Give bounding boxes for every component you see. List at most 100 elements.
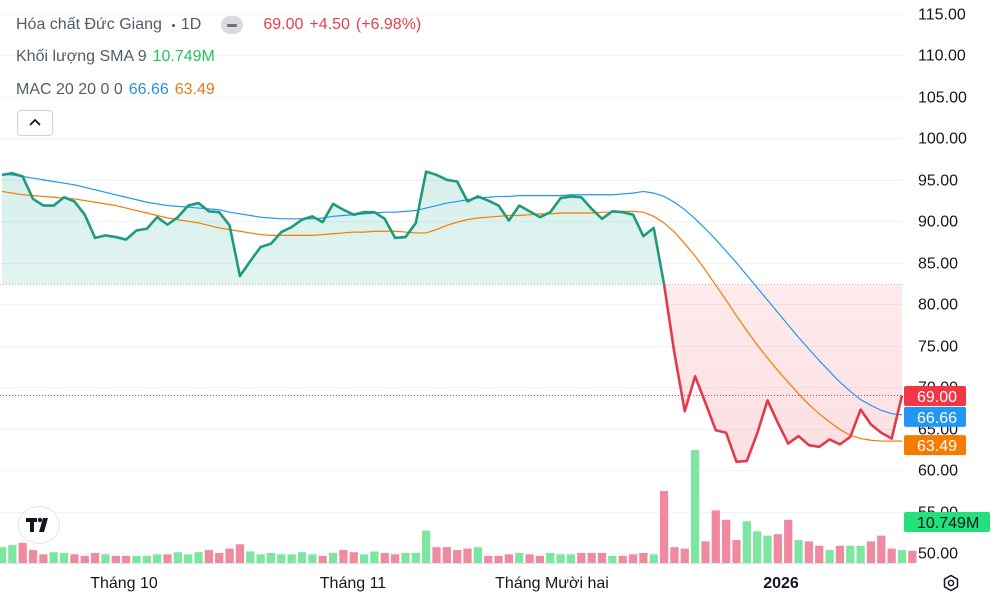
- volume-bar: [618, 555, 627, 563]
- y-tick-label: 90.00: [918, 214, 958, 231]
- volume-bar: [8, 545, 17, 563]
- volume-bar: [473, 547, 482, 563]
- volume-bar: [308, 554, 317, 563]
- volume-bar: [453, 550, 462, 563]
- volume-bar: [484, 555, 493, 563]
- volume-bar: [101, 554, 110, 563]
- volume-indicator-label[interactable]: Khối lượng SMA 9: [16, 48, 147, 65]
- tradingview-logo-icon: [26, 517, 48, 532]
- volume-bar: [577, 552, 586, 563]
- volume-bar: [877, 535, 886, 563]
- volume-bar: [287, 554, 296, 563]
- gear-icon: [943, 574, 959, 592]
- volume-bar: [846, 545, 855, 563]
- volume-bar: [804, 541, 814, 563]
- mac-indicator-label[interactable]: MAC 20 20 0 0: [16, 81, 123, 98]
- volume-bars: [0, 449, 917, 563]
- y-tick-label: 100.00: [918, 131, 967, 148]
- volume-bar: [235, 544, 245, 563]
- volume-bar: [690, 449, 700, 563]
- volume-bar: [422, 530, 431, 563]
- volume-bar: [111, 555, 120, 563]
- volume-bar: [122, 555, 131, 563]
- volume-bar: [566, 554, 576, 563]
- area-above-baseline: [2, 171, 902, 285]
- volume-bar: [897, 550, 907, 563]
- y-tick-label: 75.00: [918, 339, 958, 356]
- volume-bar: [608, 555, 617, 563]
- volume-bar: [680, 548, 689, 563]
- volume-bar: [142, 555, 151, 563]
- price-line: [1, 170, 904, 464]
- legend-title-row: Hóa chất Đức Giang 1D 69.00 +4.50 (+6.98%): [16, 16, 427, 34]
- volume-bar: [370, 551, 379, 563]
- legend-volume-row: Khối lượng SMA 9 10.749M: [16, 48, 221, 66]
- mac-lower-line: [1, 190, 903, 442]
- collapse-legend-button[interactable]: [17, 110, 53, 136]
- y-tick-label: 95.00: [918, 173, 958, 190]
- volume-bar: [525, 554, 534, 563]
- volume-bar: [132, 555, 141, 563]
- volume-bar: [28, 550, 38, 563]
- volume-bar: [225, 548, 234, 563]
- x-tick-label: Tháng Mười hai: [495, 575, 609, 592]
- legend-mac-row: MAC 20 20 0 0 66.66 63.49: [16, 81, 221, 99]
- volume-bar: [359, 554, 369, 563]
- mac-upper-line: [1, 173, 903, 416]
- volume-bar: [794, 539, 803, 563]
- y-axis[interactable]: 50.0055.0060.0065.0070.0075.0080.0085.00…: [918, 7, 967, 563]
- price-line-down: [662, 284, 904, 464]
- volume-bar: [153, 554, 162, 563]
- volume-bar: [246, 551, 255, 563]
- volume-bar: [628, 554, 638, 563]
- volume-bar: [442, 547, 451, 563]
- symbol-name[interactable]: Hóa chất Đức Giang: [16, 16, 162, 34]
- y-tick-label: 85.00: [918, 256, 958, 273]
- volume-bar: [411, 552, 420, 563]
- volume-bar: [380, 552, 389, 563]
- interval-label[interactable]: 1D: [180, 16, 202, 34]
- volume-bar: [163, 554, 172, 563]
- x-tick-label: Tháng 11: [320, 575, 387, 592]
- volume-bar: [204, 550, 214, 563]
- volume-bar: [256, 554, 265, 563]
- volume-bar: [184, 554, 193, 563]
- volume-bar: [80, 555, 89, 563]
- volume-bar: [753, 531, 762, 563]
- mac-lower-value: 63.49: [174, 81, 215, 98]
- volume-bar: [556, 554, 565, 563]
- x-tick-label: 2026: [763, 575, 799, 592]
- last-price-badge-bg: [904, 385, 966, 406]
- volume-bar: [49, 552, 58, 563]
- last-price-badge: 69.00: [917, 389, 957, 406]
- volume-bar: [349, 552, 358, 563]
- volume-bar: [887, 548, 896, 563]
- y-tick-label: 115.00: [918, 7, 966, 24]
- price-line-up: [1, 170, 666, 285]
- y-tick-label: 105.00: [918, 90, 967, 107]
- volume-bar: [318, 555, 327, 563]
- volume-badge: 10.749M: [917, 515, 979, 532]
- volume-bar: [773, 534, 782, 563]
- volume-bar: [722, 519, 731, 563]
- last-price-value: 69.00: [263, 16, 304, 34]
- volume-bar: [339, 550, 348, 563]
- volume-bar: [90, 552, 100, 563]
- volume-bar: [784, 519, 793, 563]
- chart-settings-button[interactable]: [941, 573, 961, 593]
- x-axis[interactable]: Tháng 10 Tháng 11 Tháng Mười hai 2026: [90, 575, 799, 592]
- volume-bar: [597, 552, 607, 563]
- visibility-toggle-icon[interactable]: [221, 16, 244, 34]
- tradingview-logo[interactable]: [19, 507, 59, 543]
- volume-bar: [742, 521, 751, 563]
- price-badges: 69.00 66.66 63.49 10.749M: [904, 385, 990, 532]
- volume-bar: [546, 552, 555, 563]
- mac-upper-badge-bg: [904, 406, 966, 427]
- volume-bar: [277, 554, 286, 563]
- volume-bar: [401, 552, 410, 563]
- volume-bar: [649, 554, 658, 563]
- mac-upper-badge: 66.66: [917, 410, 957, 427]
- volume-bar: [173, 552, 182, 563]
- volume-bar: [266, 552, 276, 563]
